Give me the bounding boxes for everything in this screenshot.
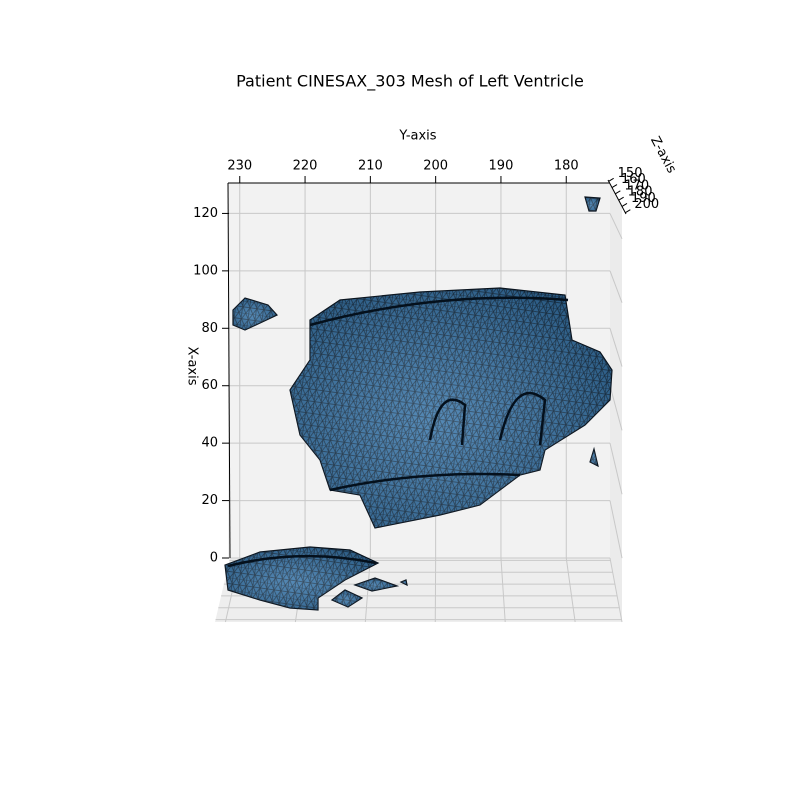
chart-title: Patient CINESAX_303 Mesh of Left Ventric… <box>236 72 584 92</box>
z-axis-label: Z-axis <box>647 134 679 176</box>
x-axis-label: X-axis <box>185 347 200 386</box>
y-tick-label: 220 <box>293 159 318 174</box>
x-tick-label: 60 <box>201 378 218 393</box>
tick-mark <box>615 191 620 194</box>
y-tick-label: 210 <box>358 159 383 174</box>
tick-mark <box>625 210 630 213</box>
y-tick-label: 200 <box>423 159 448 174</box>
tick-mark <box>619 197 624 200</box>
x-tick-label: 20 <box>201 493 218 508</box>
x-tick-label: 120 <box>193 206 218 221</box>
x-tick-label: 40 <box>201 436 218 451</box>
side-panel <box>610 183 622 622</box>
y-tick-label: 180 <box>554 159 579 174</box>
y-axis-label: Y-axis <box>398 129 436 144</box>
tick-mark <box>612 185 617 188</box>
x-tick-label: 100 <box>193 263 218 278</box>
y-tick-label: 230 <box>227 159 252 174</box>
tick-mark <box>622 203 627 206</box>
tick-mark <box>609 178 614 181</box>
x-tick-label: 0 <box>210 551 218 566</box>
z-tick-label: 200 <box>634 197 659 212</box>
y-tick-label: 190 <box>489 159 514 174</box>
x-tick-label: 80 <box>201 321 218 336</box>
